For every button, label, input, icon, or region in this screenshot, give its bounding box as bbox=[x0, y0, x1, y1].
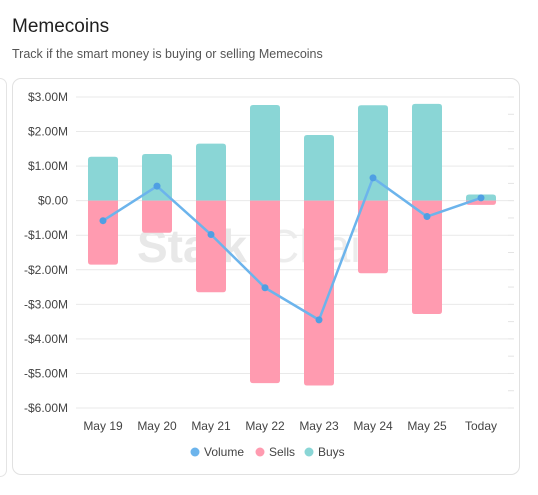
x-tick-label: May 24 bbox=[353, 419, 393, 433]
y-tick-label: -$2.00M bbox=[24, 263, 68, 277]
x-tick-label: May 22 bbox=[245, 419, 285, 433]
buys-bar[interactable] bbox=[196, 143, 226, 201]
y-tick-label: -$3.00M bbox=[24, 297, 68, 311]
x-tick-label: May 21 bbox=[191, 419, 231, 433]
volume-series-line bbox=[102, 176, 482, 322]
sells-bar[interactable] bbox=[304, 200, 334, 386]
x-tick-label: May 23 bbox=[299, 419, 339, 433]
y-axis: $3.00M $2.00M $1.00M $0.00 -$1.00M -$2.00M -$3… bbox=[24, 90, 68, 415]
buys-bar[interactable] bbox=[412, 103, 442, 201]
page-subtitle: Track if the smart money is buying or se… bbox=[12, 47, 323, 61]
page-title: Memecoins bbox=[12, 16, 110, 37]
sells-bar[interactable] bbox=[358, 200, 388, 274]
legend-swatch[interactable] bbox=[190, 447, 200, 457]
sells-bar[interactable] bbox=[412, 200, 442, 315]
y-tick-label: $3.00M bbox=[28, 90, 68, 104]
bars bbox=[88, 103, 496, 386]
volume-point[interactable] bbox=[423, 213, 431, 221]
y-tick-label: -$6.00M bbox=[24, 401, 68, 415]
y-tick-label: $0.00 bbox=[38, 194, 68, 208]
volume-point[interactable] bbox=[153, 182, 161, 190]
sells-bar[interactable] bbox=[88, 200, 118, 265]
legend-swatch[interactable] bbox=[255, 447, 265, 457]
y-tick-label: $2.00M bbox=[28, 125, 68, 139]
sells-bar[interactable] bbox=[142, 200, 172, 233]
buys-bar[interactable] bbox=[88, 156, 118, 201]
volume-point[interactable] bbox=[207, 231, 215, 239]
buys-bar[interactable] bbox=[250, 104, 280, 201]
x-axis: May 19 May 20 May 21 May 22 May 23 May 24 May … bbox=[83, 419, 497, 433]
x-tick-label: Today bbox=[465, 419, 497, 433]
sells-bar[interactable] bbox=[250, 200, 280, 384]
volume-point[interactable] bbox=[315, 316, 323, 324]
y-tick-label: -$4.00M bbox=[24, 332, 68, 346]
legend-label[interactable]: Sells bbox=[269, 445, 295, 459]
legend-label[interactable]: Buys bbox=[318, 445, 345, 459]
legend-swatch[interactable] bbox=[304, 447, 314, 457]
sells-bar[interactable] bbox=[196, 200, 226, 293]
volume-point[interactable] bbox=[477, 194, 485, 202]
buys-bar[interactable] bbox=[358, 105, 388, 201]
x-tick-label: May 19 bbox=[83, 419, 123, 433]
volume-point[interactable] bbox=[99, 217, 107, 225]
volume-line bbox=[99, 174, 485, 324]
y-tick-label: -$5.00M bbox=[24, 366, 68, 380]
y-tick-label: -$1.00M bbox=[24, 228, 68, 242]
x-tick-label: May 25 bbox=[407, 419, 447, 433]
legend-label[interactable]: Volume bbox=[204, 445, 244, 459]
buys-bar[interactable] bbox=[304, 135, 334, 201]
volume-point[interactable] bbox=[261, 284, 269, 292]
legend: Volume Sells Buys bbox=[190, 445, 345, 459]
x-tick-label: May 20 bbox=[137, 419, 177, 433]
y-tick-label: $1.00M bbox=[28, 159, 68, 173]
volume-point[interactable] bbox=[369, 174, 377, 182]
buys-bar[interactable] bbox=[142, 154, 172, 201]
